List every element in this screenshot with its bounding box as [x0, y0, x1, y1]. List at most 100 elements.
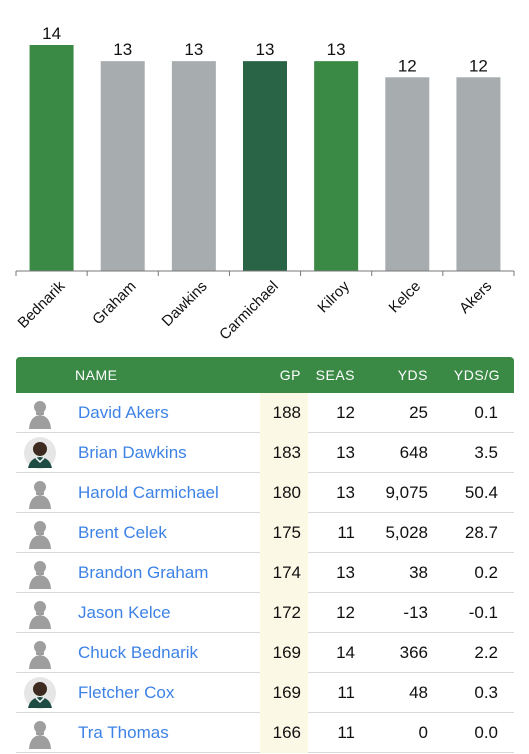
- seas-value: 13: [336, 443, 355, 462]
- yds-value: 38: [409, 563, 428, 582]
- gp-column-highlight: [260, 593, 308, 633]
- table-row: Tra Thomas 166 11 0 0.0: [16, 713, 514, 753]
- x-tick-label-bednarik: Bednarik: [15, 277, 69, 331]
- x-tick-label-dawkins: Dawkins: [159, 278, 211, 330]
- player-name-link[interactable]: Chuck Bednarik: [78, 643, 199, 662]
- silhouette-icon: [24, 517, 56, 549]
- yds-per-game-value: -0.1: [468, 603, 498, 622]
- header-name[interactable]: NAME: [75, 367, 118, 383]
- table-row: Brandon Graham 174 13 38 0.2: [16, 553, 514, 593]
- yds-value: -13: [403, 603, 428, 622]
- yds-value: 9,075: [385, 483, 428, 502]
- yds-per-game-value: 50.4: [464, 483, 498, 502]
- seas-value: 12: [336, 603, 355, 622]
- seas-value: 11: [337, 683, 355, 702]
- silhouette-icon: [24, 557, 56, 589]
- table-row: Brian Dawkins 183 13 648 3.5: [16, 433, 514, 473]
- gp-value: 183: [272, 443, 301, 462]
- gp-column-highlight: [260, 713, 308, 753]
- yds-value: 25: [409, 403, 428, 422]
- silhouette-icon: [24, 477, 56, 509]
- silhouette-icon: [24, 717, 56, 749]
- player-name-link[interactable]: Harold Carmichael: [78, 483, 219, 502]
- bar-kelce[interactable]: [385, 77, 430, 272]
- bar-chart: 14 13 13 13 13 12 12 Bednarik Graham Dawkins Carm…: [15, 24, 515, 344]
- player-name-link[interactable]: Brent Celek: [78, 523, 167, 542]
- seas-value: 14: [336, 643, 355, 662]
- yds-per-game-value: 0.3: [474, 683, 498, 702]
- gp-column-highlight: [260, 393, 308, 433]
- bar-akers[interactable]: [456, 77, 501, 272]
- data-label-graham: 13: [113, 40, 132, 59]
- gp-value: 166: [272, 723, 301, 742]
- header-yds-per-game[interactable]: YDS/G: [453, 367, 500, 383]
- silhouette-icon: [24, 397, 56, 429]
- gp-column-highlight: [260, 473, 308, 513]
- table-row: Brent Celek 175 11 5,028 28.7: [16, 513, 514, 553]
- players-table: NAME GP SEAS YDS YDS/G David Akers 188 12 2…: [16, 357, 514, 753]
- gp-column-highlight: [260, 633, 308, 673]
- x-tick-label-carmichael: Carmichael: [216, 278, 282, 344]
- player-name-link[interactable]: Jason Kelce: [78, 603, 171, 622]
- header-seas[interactable]: SEAS: [315, 367, 355, 383]
- table-header: NAME GP SEAS YDS YDS/G: [16, 357, 514, 393]
- player-photo-icon: [24, 437, 56, 469]
- bar-carmichael[interactable]: [243, 61, 287, 272]
- player-photo-icon: [24, 677, 56, 709]
- player-name-link[interactable]: Brandon Graham: [78, 563, 209, 582]
- data-label-carmichael: 13: [256, 40, 275, 59]
- seas-value: 13: [336, 483, 355, 502]
- silhouette-icon: [24, 637, 56, 669]
- data-label-bednarik: 14: [42, 24, 61, 43]
- gp-value: 174: [272, 563, 301, 582]
- x-tick-label-graham: Graham: [89, 278, 139, 328]
- gp-column-highlight: [260, 673, 308, 713]
- x-tick-label-kilroy: Kilroy: [314, 277, 353, 316]
- gp-value: 172: [272, 603, 301, 622]
- yds-per-game-value: 2.2: [474, 643, 498, 662]
- data-label-kilroy: 13: [327, 40, 346, 59]
- yds-per-game-value: 3.5: [474, 443, 498, 462]
- bar-graham[interactable]: [100, 61, 145, 272]
- yds-value: 48: [409, 683, 428, 702]
- player-name-link[interactable]: Tra Thomas: [78, 723, 169, 742]
- table-row: Harold Carmichael 180 13 9,075 50.4: [16, 473, 514, 513]
- silhouette-icon: [24, 597, 56, 629]
- yds-value: 0: [418, 723, 428, 742]
- gp-value: 169: [272, 643, 301, 662]
- gp-value: 180: [272, 483, 301, 502]
- table-row: Fletcher Cox 169 11 48 0.3: [16, 673, 514, 713]
- table-row: David Akers 188 12 25 0.1: [16, 393, 514, 433]
- header-yds[interactable]: YDS: [397, 367, 428, 383]
- data-label-kelce: 12: [398, 56, 417, 75]
- x-tick-label-akers: Akers: [456, 278, 495, 317]
- header-gp[interactable]: GP: [279, 367, 301, 383]
- yds-value: 366: [399, 643, 428, 662]
- gp-column-highlight: [260, 553, 308, 593]
- yds-per-game-value: 0.0: [474, 723, 498, 742]
- gp-value: 188: [272, 403, 301, 422]
- gp-column-highlight: [260, 513, 308, 553]
- x-tick-label-kelce: Kelce: [386, 278, 425, 317]
- seas-value: 11: [337, 723, 355, 742]
- player-name-link[interactable]: David Akers: [78, 403, 169, 422]
- gp-value: 175: [272, 523, 301, 542]
- table-body: David Akers 188 12 25 0.1 Brian Dawkins 183 13 6…: [16, 393, 514, 753]
- yds-per-game-value: 28.7: [464, 523, 498, 542]
- player-name-link[interactable]: Brian Dawkins: [78, 443, 187, 462]
- gp-value: 169: [272, 683, 301, 702]
- seas-value: 11: [337, 523, 355, 542]
- data-label-akers: 12: [469, 56, 488, 75]
- bar-bednarik[interactable]: [29, 45, 74, 271]
- gp-column-highlight: [260, 433, 308, 473]
- data-label-dawkins: 13: [184, 40, 203, 59]
- bar-dawkins[interactable]: [171, 61, 216, 272]
- bar-kilroy[interactable]: [314, 61, 359, 272]
- yds-value: 5,028: [385, 523, 428, 542]
- seas-value: 12: [336, 403, 355, 422]
- table-row: Chuck Bednarik 169 14 366 2.2: [16, 633, 514, 673]
- yds-value: 648: [399, 443, 428, 462]
- player-name-link[interactable]: Fletcher Cox: [78, 683, 175, 702]
- seas-value: 13: [336, 563, 355, 582]
- yds-per-game-value: 0.2: [474, 563, 498, 582]
